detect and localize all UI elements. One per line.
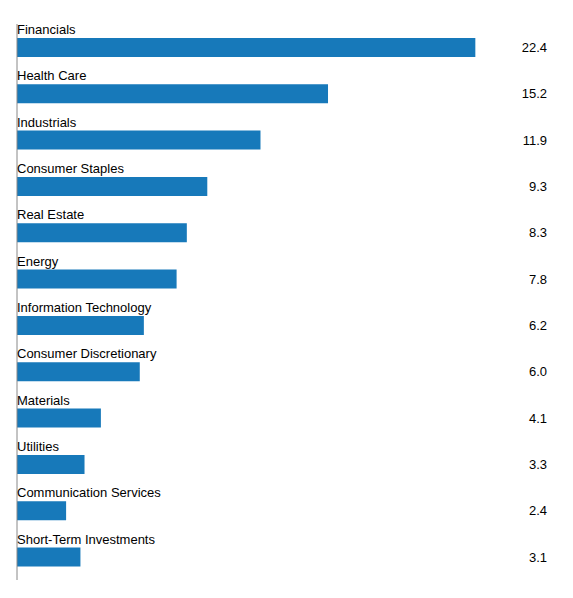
- svg-text:Short-Term Investments: Short-Term Investments: [17, 532, 155, 547]
- svg-text:9.3: 9.3: [529, 179, 547, 194]
- svg-text:Energy: Energy: [17, 254, 59, 269]
- svg-text:11.9: 11.9: [523, 133, 547, 148]
- svg-text:Financials: Financials: [17, 22, 76, 37]
- svg-text:7.8: 7.8: [529, 272, 547, 287]
- svg-text:Industrials: Industrials: [17, 115, 77, 130]
- svg-text:2.4: 2.4: [529, 503, 547, 518]
- svg-text:6.2: 6.2: [529, 318, 547, 333]
- svg-text:15.2: 15.2: [522, 86, 547, 101]
- svg-text:22.4: 22.4: [522, 40, 547, 55]
- svg-text:Utilities: Utilities: [17, 439, 59, 454]
- svg-text:Consumer Staples: Consumer Staples: [17, 161, 124, 176]
- svg-text:Communication Services: Communication Services: [17, 485, 161, 500]
- svg-text:Information Technology: Information Technology: [17, 300, 152, 315]
- svg-text:Materials: Materials: [17, 393, 70, 408]
- svg-text:6.0: 6.0: [529, 364, 547, 379]
- svg-text:3.1: 3.1: [529, 550, 547, 565]
- svg-text:Consumer Discretionary: Consumer Discretionary: [17, 346, 157, 361]
- svg-text:4.1: 4.1: [529, 411, 547, 426]
- svg-text:3.3: 3.3: [529, 457, 547, 472]
- svg-text:Real Estate: Real Estate: [17, 207, 84, 222]
- svg-text:Health Care: Health Care: [17, 68, 86, 83]
- svg-text:8.3: 8.3: [529, 225, 547, 240]
